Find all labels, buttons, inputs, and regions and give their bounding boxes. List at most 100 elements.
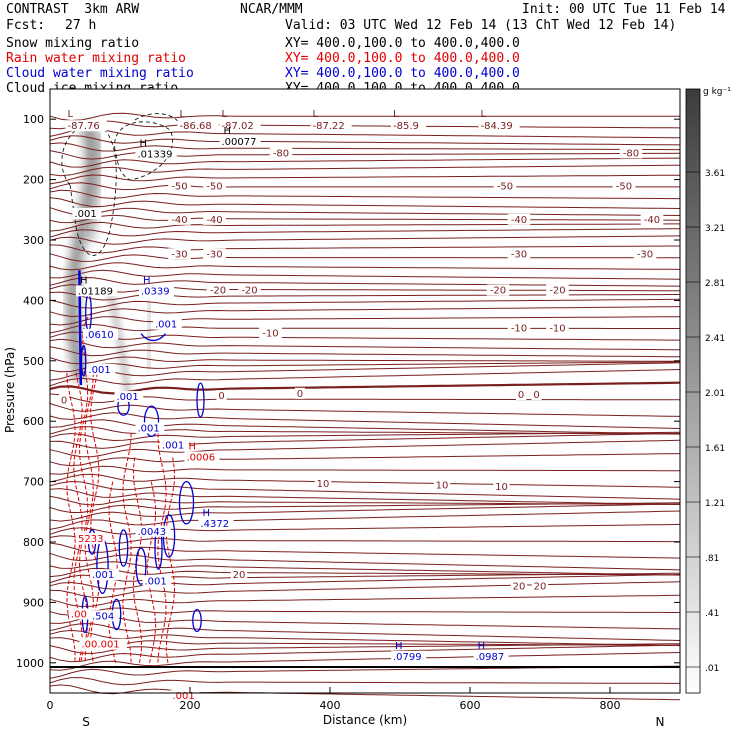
isotherm [49, 431, 681, 442]
isotherm [49, 253, 680, 262]
high-marker: H [478, 641, 486, 652]
label-mask [516, 389, 527, 401]
y-tick-label: 300 [23, 234, 44, 247]
isotherm [49, 323, 680, 334]
high-value-label: .01339 [138, 149, 173, 160]
isotherm-label: -40 [644, 215, 660, 226]
low-value-label: -86.68 [180, 121, 212, 132]
isotherm-label: -10 [549, 324, 565, 335]
low-value-label: -85.9 [393, 121, 419, 132]
colorbar-tick-label: 2.81 [705, 279, 725, 289]
y-tick-label: 100 [23, 113, 44, 126]
x-tick-label: 400 [320, 699, 341, 712]
isotherm [49, 221, 680, 232]
isotherm [49, 269, 681, 280]
colorbar-tick-label: 1.21 [705, 499, 725, 509]
isotherm [49, 356, 680, 365]
isotherm-label: -80 [273, 148, 289, 159]
label-mask [168, 213, 191, 225]
isotherm [49, 262, 681, 271]
isotherm-label: -20 [210, 286, 226, 297]
isotherm [49, 298, 681, 309]
high-marker: H [143, 275, 151, 286]
contour-value-label: .0043 [138, 527, 167, 538]
x-axis-right-end: N [656, 715, 665, 729]
label-mask [83, 328, 118, 340]
rain-contour [90, 372, 100, 663]
rain-contour [82, 312, 93, 374]
isotherm-label: -20 [241, 286, 257, 297]
isotherm [49, 652, 681, 671]
isotherm-label: 20 [513, 581, 526, 592]
field-xy-rain: XY= 400.0,100.0 to 400.0,400.0 [285, 51, 520, 66]
isotherm-label: 0 [297, 389, 303, 400]
isotherm [49, 594, 681, 608]
label-mask [203, 180, 226, 192]
label-mask [269, 147, 293, 159]
isotherm [49, 244, 680, 254]
label-mask [72, 208, 102, 220]
isotherm-label: -50 [206, 182, 222, 193]
isotherm-label: -40 [511, 215, 527, 226]
label-mask [219, 120, 261, 132]
isotherm-label: -30 [171, 249, 187, 260]
x-tick-label: 200 [180, 699, 201, 712]
rain-contour [146, 481, 157, 663]
cloud-water-contour [196, 382, 205, 418]
contour-value-label: .504 [92, 611, 114, 622]
x-tick-label: 0 [47, 699, 54, 712]
isotherm [49, 174, 681, 185]
isotherm-label: -50 [616, 182, 632, 193]
label-mask [294, 387, 305, 399]
isotherm [49, 228, 681, 238]
field-xy-snow: XY= 400.0,100.0 to 400.0,400.0 [285, 36, 520, 51]
y-tick-label: 600 [23, 415, 44, 428]
isotherm-label: 0 [218, 391, 224, 402]
isotherm [49, 361, 681, 373]
isotherm [49, 164, 681, 177]
field-name-cloud-water: Cloud water mixing ratio [6, 66, 194, 81]
isotherm [49, 362, 681, 381]
isotherm [49, 189, 680, 200]
label-mask [79, 638, 127, 650]
high-value-label: .0006 [187, 452, 216, 463]
low-value-label: -84.39 [481, 121, 513, 132]
x-tick-label: 800 [600, 699, 621, 712]
isotherm-label: -30 [637, 249, 653, 260]
label-mask [640, 213, 664, 225]
label-mask [507, 248, 531, 260]
fcst-value: 27 h [65, 18, 97, 33]
isotherm [49, 197, 681, 209]
colorbar-tick-label: 2.01 [705, 389, 725, 399]
isotherm-label: -30 [206, 249, 222, 260]
isotherm [49, 120, 681, 130]
label-mask [177, 120, 219, 132]
isotherm [49, 615, 681, 630]
isotherm [49, 439, 681, 458]
label-mask [216, 390, 227, 402]
isotherm [49, 157, 680, 168]
low-marker: L [313, 109, 319, 120]
isotherm [49, 581, 681, 599]
isotherm-label: -10 [262, 328, 278, 339]
y-tick-label: 800 [23, 536, 44, 549]
isotherm [49, 677, 680, 686]
y-tick-label: 400 [23, 294, 44, 307]
label-mask [546, 322, 569, 334]
contour-value-label: .001 [145, 576, 167, 587]
label-mask [314, 477, 332, 489]
high-marker: H [224, 126, 232, 137]
high-marker: H [80, 275, 88, 286]
isotherm-label: -10 [511, 324, 527, 335]
y-tick-label: 500 [23, 355, 44, 368]
colorbar-tick-label: .41 [705, 609, 719, 619]
x-tick-label: 600 [460, 699, 481, 712]
isotherm [49, 112, 680, 122]
field-name-snow: Snow mixing ratio [6, 36, 140, 51]
isotherm [49, 503, 681, 522]
low-marker: L [481, 109, 487, 120]
contour-value-label: .001 [92, 570, 114, 581]
cloud-water-contour [192, 608, 202, 633]
low-value-label: -87.02 [222, 121, 254, 132]
